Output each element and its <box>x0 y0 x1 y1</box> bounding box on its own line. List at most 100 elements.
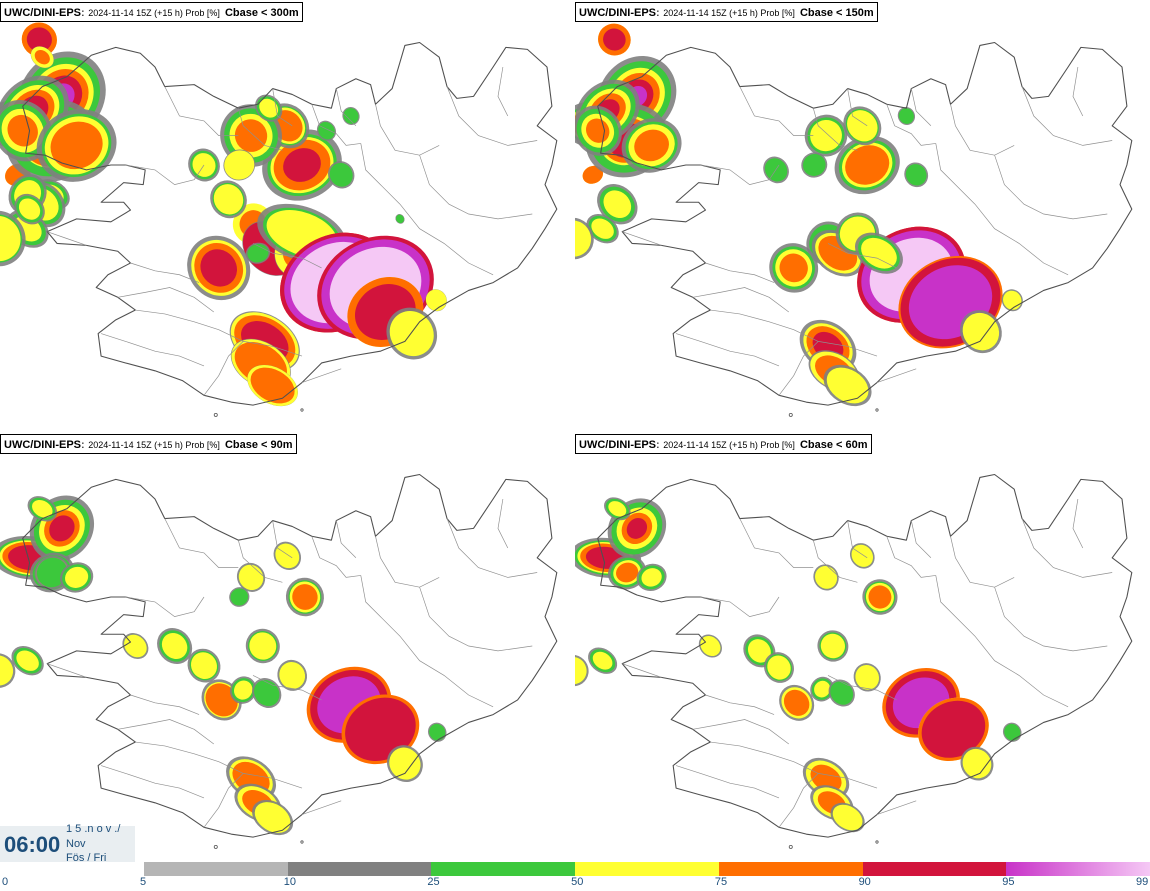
colorbar-segment <box>575 862 719 876</box>
region-boundary <box>272 520 293 559</box>
probability-blob <box>386 307 438 360</box>
colorbar-tick-label: 50 <box>571 876 584 888</box>
probability-blob <box>597 183 638 225</box>
variable-label: Cbase < 300m <box>224 7 299 19</box>
probability-blob <box>0 99 53 162</box>
region-boundary <box>876 800 917 815</box>
probability-blob <box>849 543 875 569</box>
colorbar-tick-label: 5 <box>140 876 147 888</box>
probability-blob <box>0 210 26 267</box>
region-boundary <box>335 520 357 559</box>
region-boundary <box>497 66 509 117</box>
region-boundary <box>237 108 283 151</box>
panel-title: UWC/DINI-EPS: 2024-11-14 15Z (+15 h) Pro… <box>575 434 872 454</box>
region-boundary <box>994 155 1108 220</box>
map-iceland <box>0 473 558 849</box>
map-panel-cbase-150m: UWC/DINI-EPS: 2024-11-14 15Z (+15 h) Pro… <box>575 0 1150 430</box>
region-boundary <box>375 536 440 588</box>
probability-blob <box>801 152 828 178</box>
island <box>788 412 793 417</box>
probability-blob <box>830 802 865 833</box>
probability-blob <box>229 587 250 607</box>
model-name: UWC/DINI-EPS <box>579 7 656 19</box>
region-boundary <box>1021 86 1113 146</box>
region-boundary <box>203 341 244 396</box>
region-boundary <box>252 675 322 701</box>
region-boundary <box>446 518 538 578</box>
probability-blob <box>855 232 903 274</box>
region-boundary <box>125 596 205 617</box>
map-iceland <box>575 473 1133 849</box>
region-boundary <box>100 333 205 367</box>
probability-blob <box>11 646 44 676</box>
colorbar <box>144 862 1150 876</box>
region-boundary <box>827 675 897 701</box>
colorbar-tick-label: 0 <box>2 876 9 888</box>
probability-blob <box>636 563 667 592</box>
probability-blob <box>817 630 849 662</box>
valid-time: 06:00 <box>4 832 61 857</box>
region-boundary <box>950 536 1015 588</box>
probability-blob <box>236 562 266 592</box>
colorbar-tick-label: 90 <box>858 876 871 888</box>
region-boundary <box>252 243 322 269</box>
region-boundary <box>1021 518 1113 578</box>
region-boundary <box>419 155 533 220</box>
probability-blob <box>14 193 45 225</box>
region-boundary <box>778 773 819 828</box>
region-boundary <box>847 88 868 127</box>
region-boundary <box>705 694 775 715</box>
probability-blob <box>122 633 149 659</box>
probability-blob <box>30 46 54 69</box>
coastline <box>597 473 1133 838</box>
region-boundary <box>622 663 662 678</box>
region-boundary <box>335 88 357 127</box>
region-boundary <box>974 203 1069 276</box>
probability-blob <box>862 579 898 615</box>
probability-blob <box>918 697 989 761</box>
variable-label: Cbase < 60m <box>799 439 868 451</box>
probability-blob <box>59 562 94 593</box>
probability-blob <box>223 149 256 181</box>
region-boundary <box>778 341 819 396</box>
probability-blob <box>157 628 193 664</box>
model-name: UWC/DINI-EPS <box>579 439 656 451</box>
region-boundary <box>675 333 780 367</box>
probability-blob <box>342 106 360 126</box>
probability-blob <box>604 497 631 521</box>
region-boundary <box>135 741 303 789</box>
island <box>788 844 793 849</box>
probability-blob <box>960 746 994 781</box>
probability-blob <box>810 676 835 702</box>
region-boundary <box>203 773 244 828</box>
probability-blob <box>575 105 622 156</box>
region-boundary <box>47 663 87 678</box>
region-boundary <box>237 540 283 583</box>
region-boundary <box>311 104 361 146</box>
region-boundary <box>497 498 509 549</box>
region-boundary <box>130 694 200 715</box>
map-iceland <box>0 22 558 417</box>
probability-blob <box>904 162 929 188</box>
probability-blob <box>959 310 1002 354</box>
run-info: 2024-11-14 15Z (+15 h) Prob [%] <box>663 440 795 450</box>
region-boundary <box>1072 66 1084 117</box>
probability-blob <box>764 652 794 683</box>
region-boundary <box>130 262 200 283</box>
region-boundary <box>847 520 868 559</box>
probability-blob <box>834 135 900 195</box>
region-boundary <box>399 635 494 708</box>
region-boundary <box>311 536 361 578</box>
probability-blob <box>897 106 916 126</box>
region-boundary <box>164 86 239 136</box>
colorbar-segment <box>144 862 288 876</box>
probability-blob <box>327 161 355 189</box>
region-boundary <box>692 287 790 313</box>
probability-blob <box>608 555 647 590</box>
model-name: UWC/DINI-EPS <box>4 7 81 19</box>
region-boundary <box>876 368 917 383</box>
colorbar-tick-label: 10 <box>283 876 296 888</box>
run-info: 2024-11-14 15Z (+15 h) Prob [%] <box>663 8 795 18</box>
colorbar-segment <box>431 862 576 876</box>
island <box>213 844 218 849</box>
